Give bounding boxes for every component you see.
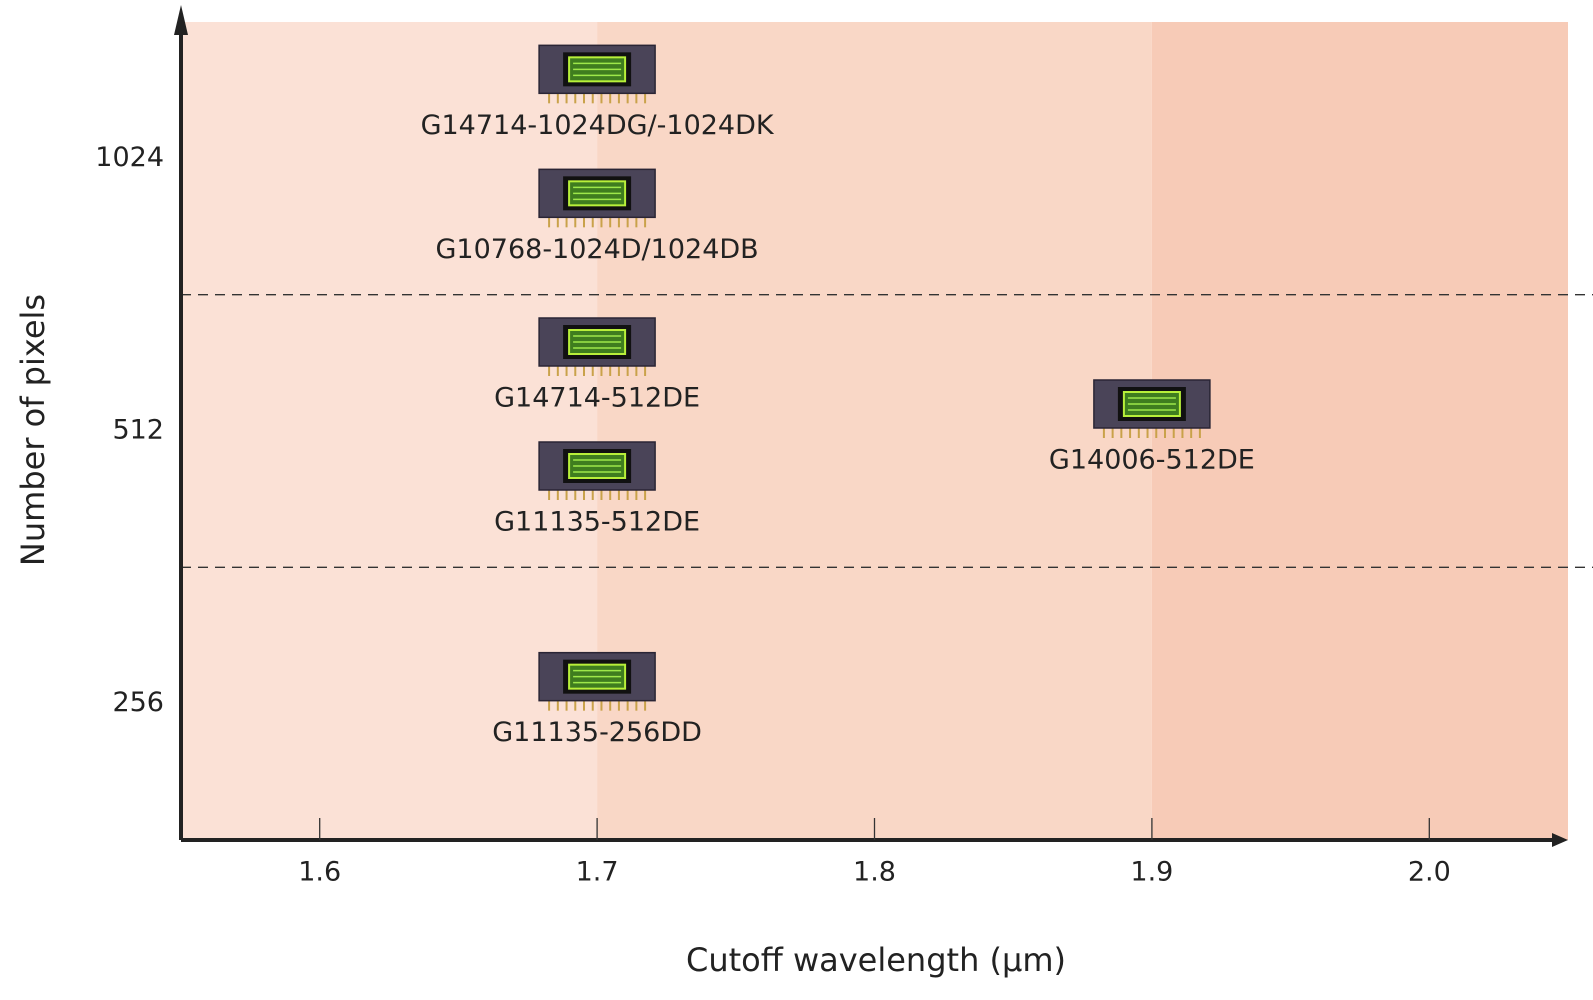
x-tick-label: 1.7 xyxy=(576,857,619,888)
point-label: G14714-512DE xyxy=(494,383,700,414)
x-tick-label: 1.6 xyxy=(298,857,341,888)
chart: 1.6 1.7 1.8 1.9 2.0 256 512 1024 G14714-1024DG/-… xyxy=(0,0,1593,1000)
y-tick-label: 1024 xyxy=(95,142,164,173)
y-tick-label: 256 xyxy=(112,687,164,718)
x-tick-label: 1.8 xyxy=(853,857,896,888)
point-label: G11135-512DE xyxy=(494,507,700,538)
point-label: G11135-256DD xyxy=(492,717,702,748)
region xyxy=(1152,22,1568,840)
background xyxy=(181,22,1593,840)
x-tick-label: 1.9 xyxy=(1130,857,1173,888)
y-tick-label: 512 xyxy=(112,415,164,446)
point-label: G10768-1024D/1024DB xyxy=(436,234,759,265)
point-label: G14714-1024DG/-1024DK xyxy=(421,110,775,141)
point-label: G14006-512DE xyxy=(1049,445,1255,476)
y-axis-arrow xyxy=(174,5,188,35)
x-axis-title: Cutoff wavelength (μm) xyxy=(686,941,1066,979)
y-axis-title: Number of pixels xyxy=(14,294,52,566)
x-tick-label: 2.0 xyxy=(1408,857,1451,888)
